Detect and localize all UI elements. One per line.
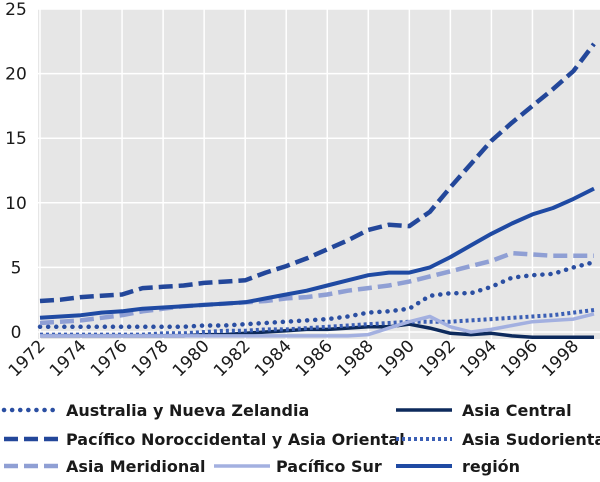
series-line-regi-n	[39, 186, 595, 320]
legend-label: Asia Meridional	[66, 457, 206, 476]
x-tick-label: 1984	[251, 336, 296, 381]
legend: Australia y Nueva Zelandia Asia Central Pa…	[1, 401, 600, 476]
x-axis-ticks: 1972197419761978198019821984198619881990…	[5, 336, 583, 381]
series-lines	[37, 42, 597, 339]
legend-label: región	[462, 457, 520, 476]
x-tick-label: 1990	[374, 336, 419, 381]
x-tick-label: 1994	[456, 336, 501, 381]
x-tick-label: 1980	[169, 336, 214, 381]
y-tick-label: 0	[11, 323, 22, 343]
x-tick-label: 1992	[415, 336, 460, 381]
x-tick-label: 1978	[128, 336, 173, 381]
x-tick-label: 1982	[210, 336, 255, 381]
legend-label: Asia Central	[462, 401, 572, 420]
legend-label: Australia y Nueva Zelandia	[66, 401, 309, 420]
y-axis-ticks: 0 5 10 15 20 25	[5, 0, 27, 343]
x-tick-label: 1988	[333, 336, 378, 381]
x-tick-label: 1974	[46, 336, 91, 381]
x-tick-label: 1998	[538, 336, 583, 381]
plot-background	[38, 9, 600, 339]
series-line-australia-y-nueva-zelandia	[37, 259, 597, 330]
x-tick-label: 1972	[5, 336, 50, 381]
y-tick-label: 5	[11, 258, 22, 278]
legend-label: Pacífico Noroccidental y Asia Oriental	[66, 430, 405, 449]
series-line-pac-fico-sur	[40, 312, 595, 338]
y-tick-label: 25	[5, 0, 27, 20]
y-tick-label: 20	[5, 65, 27, 85]
y-tick-label: 15	[5, 129, 27, 149]
y-tick-label: 10	[5, 194, 27, 214]
series-line-asia-meridional	[39, 250, 594, 326]
x-tick-label: 1986	[292, 336, 337, 381]
legend-label: Asia Sudoriental	[462, 430, 600, 449]
x-tick-label: 1976	[87, 336, 132, 381]
series-line-pac-fico-noroccidental-y-asia-oriental	[39, 42, 596, 304]
legend-label: Pacífico Sur	[276, 457, 382, 476]
x-tick-label: 1996	[497, 336, 542, 381]
